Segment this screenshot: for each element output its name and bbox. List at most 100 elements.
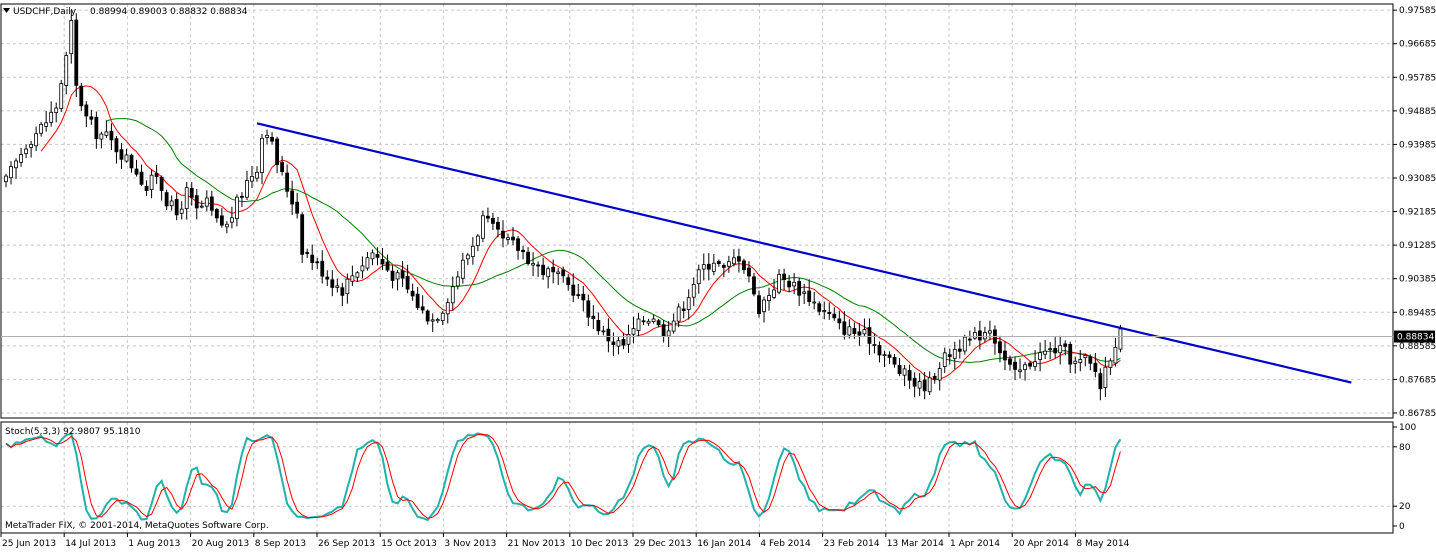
candle xyxy=(315,257,320,270)
price-tick-label: 0.92185 xyxy=(1399,208,1436,218)
candle xyxy=(686,289,691,320)
candle xyxy=(787,274,792,293)
price-tick-label: 0.95785 xyxy=(1399,73,1436,83)
price-tick-label: 0.93985 xyxy=(1399,140,1436,150)
candle xyxy=(295,192,300,219)
candle xyxy=(149,169,154,199)
stoch-axis-labels: 100 80 20 0 xyxy=(1393,423,1416,532)
candle xyxy=(988,320,992,341)
candle xyxy=(119,143,124,169)
candle xyxy=(922,371,927,400)
candle xyxy=(983,326,987,343)
candle xyxy=(480,210,485,243)
candle xyxy=(265,129,269,145)
candle xyxy=(460,252,465,284)
candle xyxy=(19,147,23,167)
candle xyxy=(114,135,119,164)
candle xyxy=(917,373,922,397)
candlesticks xyxy=(4,9,1123,401)
candle xyxy=(144,180,149,196)
trendline-path xyxy=(256,122,1352,384)
candle xyxy=(69,9,74,64)
candle xyxy=(14,158,18,180)
candle xyxy=(556,267,561,285)
candle xyxy=(1063,340,1068,356)
price-axis-labels: 0.97585 0.96685 0.95785 0.94885 0.93985 0.930… xyxy=(1393,6,1436,419)
candle xyxy=(4,173,8,188)
price-tick-label: 0.96685 xyxy=(1399,40,1436,50)
candle xyxy=(34,126,39,151)
copyright-text: MetaTrader FIX, © 2001-2014, MetaQuotes … xyxy=(5,521,269,531)
candle xyxy=(320,250,325,284)
candle xyxy=(465,252,470,265)
candle xyxy=(501,220,505,248)
candle xyxy=(405,264,410,294)
candle xyxy=(892,353,897,368)
candle xyxy=(1093,353,1098,378)
date-tick-label: 3 Nov 2013 xyxy=(444,539,496,549)
candle xyxy=(204,190,209,212)
candle xyxy=(837,310,842,330)
candle xyxy=(902,365,907,387)
candle xyxy=(947,348,952,365)
candle xyxy=(641,316,646,325)
candle xyxy=(1108,358,1113,375)
symbol-menu-icon[interactable] xyxy=(3,8,10,13)
candle xyxy=(1038,342,1043,372)
candle xyxy=(270,132,274,145)
candle xyxy=(762,296,766,323)
candle xyxy=(636,313,641,337)
date-axis-labels: 25 Jun 2013 14 Jul 2013 1 Aug 2013 20 Aug 2… xyxy=(0,533,1130,549)
candle xyxy=(792,273,797,295)
candle xyxy=(797,277,802,306)
date-tick-label: 13 Mar 2014 xyxy=(887,539,944,549)
price-tick-label: 0.89485 xyxy=(1399,308,1436,318)
candle xyxy=(435,317,440,324)
candle xyxy=(962,334,967,355)
candle xyxy=(977,320,982,350)
candle xyxy=(380,247,385,271)
stoch-pane-frame xyxy=(0,421,1394,534)
candle xyxy=(777,269,781,295)
candle xyxy=(621,332,626,350)
candle xyxy=(330,270,335,297)
candle xyxy=(782,268,786,291)
candle xyxy=(696,264,701,294)
candle xyxy=(882,350,887,368)
candle xyxy=(732,249,736,267)
candle xyxy=(486,207,490,223)
candle xyxy=(280,155,285,176)
price-pane-frame xyxy=(0,3,1394,419)
candle xyxy=(646,318,651,326)
candle xyxy=(219,208,224,228)
candle xyxy=(676,303,681,328)
candle xyxy=(752,272,756,297)
date-tick-label: 1 Aug 2013 xyxy=(128,539,180,549)
date-tick-label: 23 Feb 2014 xyxy=(824,539,880,549)
candle xyxy=(194,188,199,220)
candle xyxy=(124,148,129,163)
candle xyxy=(611,332,616,356)
candle xyxy=(235,194,239,227)
candle xyxy=(214,207,219,223)
candle xyxy=(1008,355,1012,371)
candle xyxy=(445,298,450,324)
candle xyxy=(74,13,79,98)
candle xyxy=(551,259,556,284)
candle xyxy=(410,283,415,301)
candle xyxy=(29,140,34,158)
stoch-tick-label: 0 xyxy=(1399,522,1405,532)
stoch-tick-label: 20 xyxy=(1399,502,1411,512)
candle xyxy=(691,277,696,307)
stochastic-lines xyxy=(5,432,1122,522)
candle xyxy=(139,164,144,187)
date-tick-label: 4 Feb 2014 xyxy=(760,539,811,549)
candle xyxy=(89,109,94,125)
candle xyxy=(681,301,686,319)
candle xyxy=(400,260,405,287)
candle xyxy=(169,195,174,211)
date-tick-label: 8 May 2014 xyxy=(1076,539,1129,549)
candle xyxy=(440,311,445,325)
axes xyxy=(0,3,1394,534)
candle xyxy=(526,247,530,266)
